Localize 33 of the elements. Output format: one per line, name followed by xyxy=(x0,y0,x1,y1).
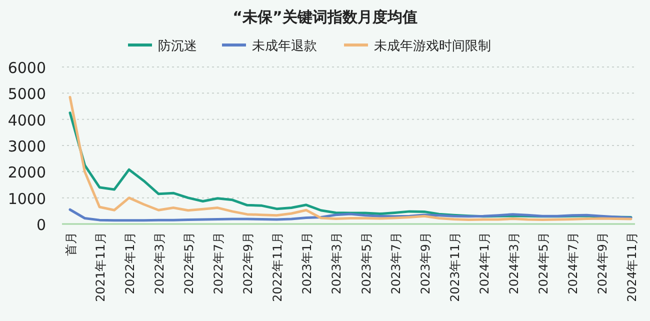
x-tick-label: 2022年5月 xyxy=(182,232,196,294)
x-tick-label: 2024年11月 xyxy=(625,232,639,302)
y-tick-label: 3000 xyxy=(8,138,46,156)
x-tick-label: 2023年1月 xyxy=(300,232,314,294)
x-tick-label: 2024年5月 xyxy=(536,232,550,294)
y-tick-label: 4000 xyxy=(8,111,46,130)
y-tick-label: 0 xyxy=(36,216,46,234)
x-tick-label: 2023年11月 xyxy=(448,232,462,302)
legend-label: 未成年退款 xyxy=(252,39,317,54)
x-tick-label: 2023年3月 xyxy=(330,232,344,294)
y-tick-label: 1000 xyxy=(8,190,46,208)
x-tick-label: 2022年9月 xyxy=(241,232,256,294)
x-tick-label: 2022年3月 xyxy=(152,232,167,294)
x-tick-label: 2022年11月 xyxy=(270,232,285,302)
x-tick-label: 2023年9月 xyxy=(418,232,432,294)
x-tick-label: 2022年1月 xyxy=(123,232,138,294)
x-tick-label: 2023年7月 xyxy=(388,232,403,294)
x-tick-label: 2024年3月 xyxy=(506,232,521,294)
x-tick-label: 首月 xyxy=(64,232,78,256)
legend-label: 未成年游戏时间限制 xyxy=(374,39,491,54)
x-tick-label: 2024年7月 xyxy=(566,232,580,294)
y-tick-label: 5000 xyxy=(8,85,46,104)
legend-label: 防沉迷 xyxy=(158,39,197,54)
line-series xyxy=(68,96,632,222)
x-tick-label: 2024年9月 xyxy=(595,232,610,294)
x-tick-label: 2023年5月 xyxy=(359,232,374,294)
x-tick-label: 2022年7月 xyxy=(212,232,226,294)
y-tick-label: 6000 xyxy=(8,59,46,77)
x-tick-label: 2024年1月 xyxy=(477,232,492,294)
chart-title: “未保”关键词指数月度均值 xyxy=(232,8,418,26)
line-series xyxy=(68,208,632,222)
y-tick-label: 2000 xyxy=(8,164,46,182)
x-tick-label: 2021年11月 xyxy=(94,232,108,302)
